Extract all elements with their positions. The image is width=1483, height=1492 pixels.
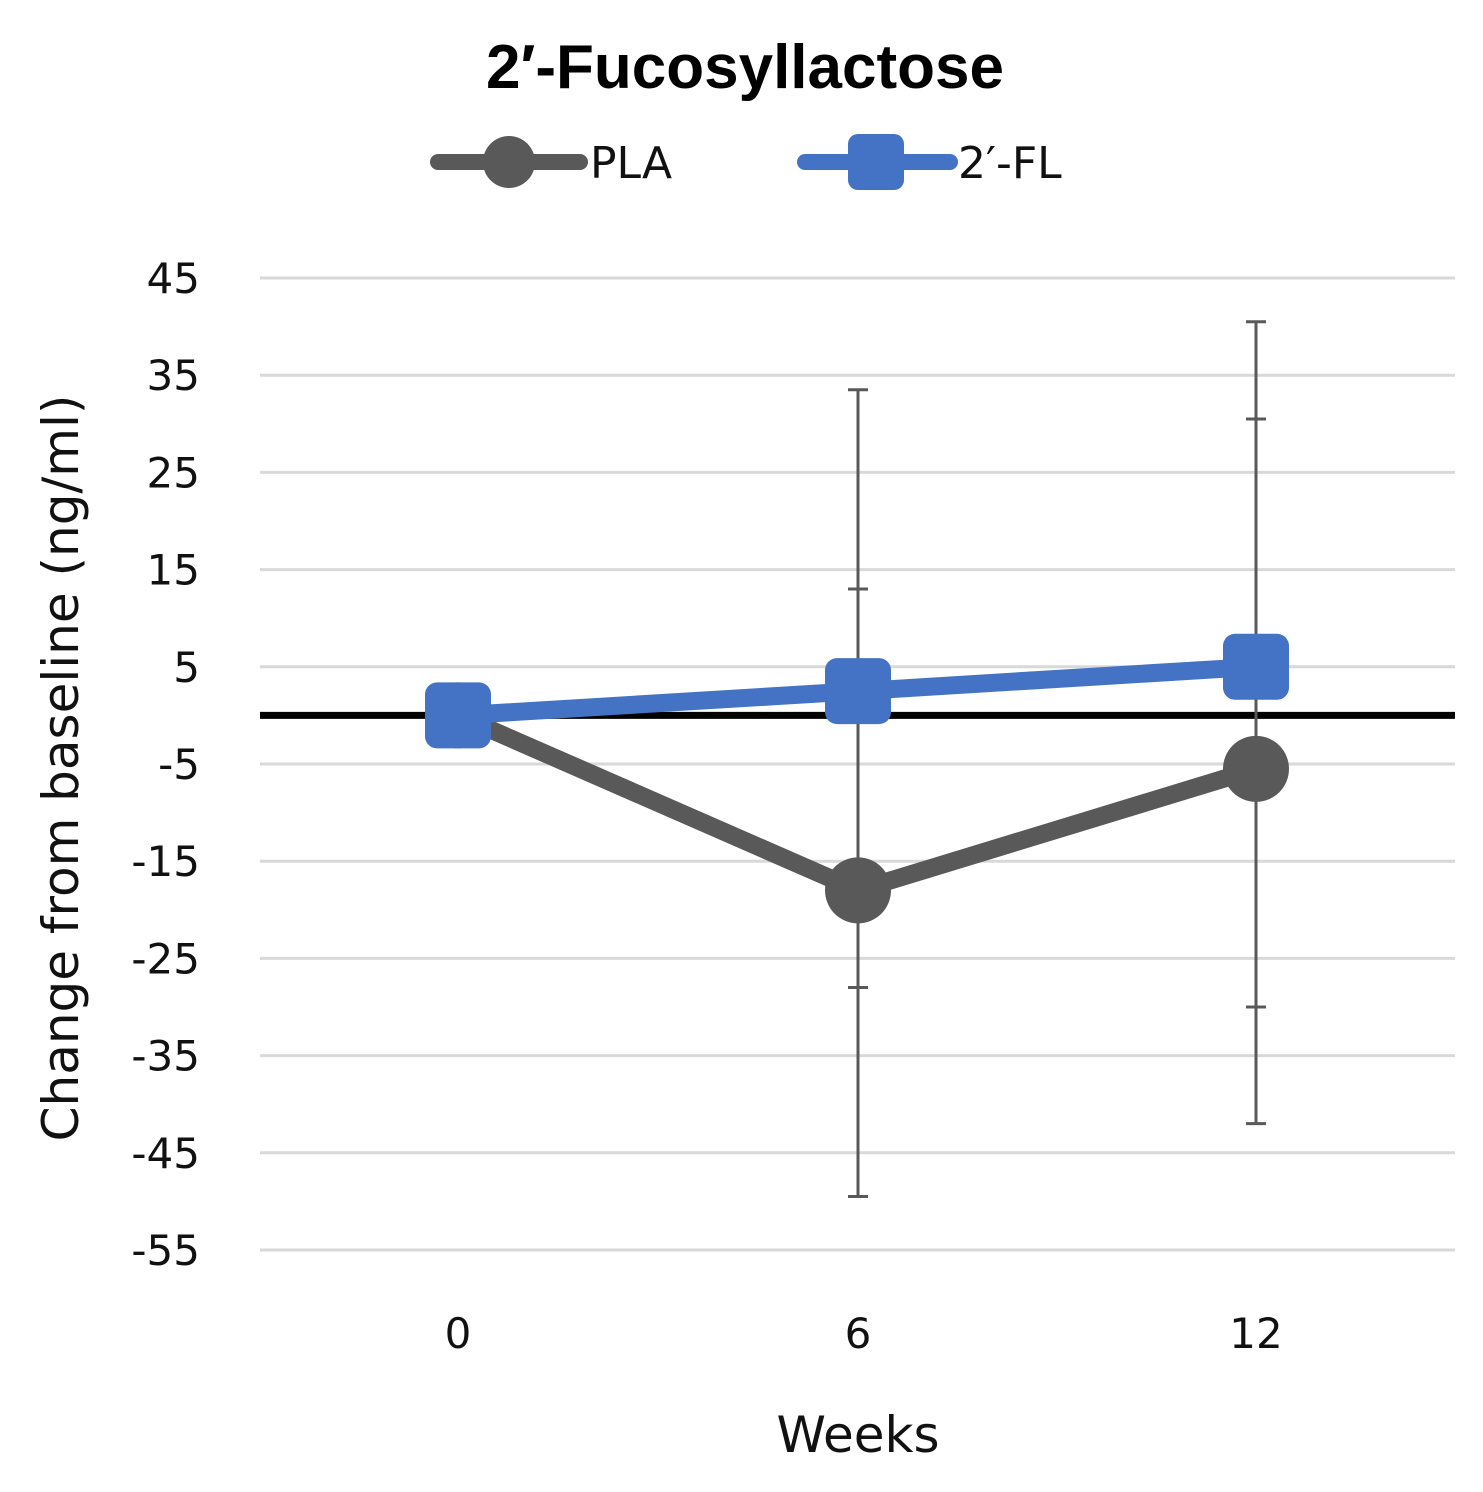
y-tick-label: -15	[131, 837, 200, 886]
legend-pla-label: PLA	[590, 138, 672, 189]
y-tick-label: -55	[131, 1226, 200, 1275]
error-bars	[848, 320, 1266, 1199]
x-tick-labels: 0 6 12	[445, 1309, 1283, 1358]
y-axis-title: Change from baseline (ng/ml)	[32, 395, 90, 1142]
y-tick-label: 25	[147, 448, 200, 497]
chart-title: 2′-Fucosyllactose	[486, 33, 1004, 102]
x-axis-title: Weeks	[776, 1406, 939, 1464]
data-point-2fl[interactable]	[1223, 633, 1289, 700]
y-tick-label: -25	[131, 934, 200, 983]
y-tick-label: 45	[147, 254, 200, 303]
y-tick-label: 15	[147, 546, 200, 595]
x-tick-label: 12	[1229, 1309, 1282, 1358]
legend-item-pla[interactable]: PLA	[430, 136, 672, 189]
legend-pla-marker	[483, 136, 535, 188]
y-tick-label: -45	[131, 1129, 200, 1178]
y-tick-label: -35	[131, 1032, 200, 1081]
data-point-pla[interactable]	[1223, 735, 1289, 802]
y-tick-label: 5	[173, 643, 200, 692]
legend-2fl-marker	[848, 134, 904, 190]
data-point-2fl[interactable]	[825, 658, 891, 725]
legend-item-2fl[interactable]: 2′-FL	[797, 134, 1062, 190]
data-point-2fl[interactable]	[425, 682, 491, 749]
data-point-pla[interactable]	[825, 857, 891, 924]
legend-2fl-label: 2′-FL	[958, 138, 1062, 189]
series-markers	[425, 633, 1289, 924]
x-tick-label: 6	[845, 1309, 872, 1358]
x-tick-label: 0	[445, 1309, 472, 1358]
legend: PLA 2′-FL	[430, 134, 1062, 190]
y-tick-labels: 45 35 25 15 5 -5 -15 -25 -35 -45 -55	[131, 254, 200, 1275]
y-tick-label: -5	[158, 740, 200, 789]
y-tick-label: 35	[147, 351, 200, 400]
